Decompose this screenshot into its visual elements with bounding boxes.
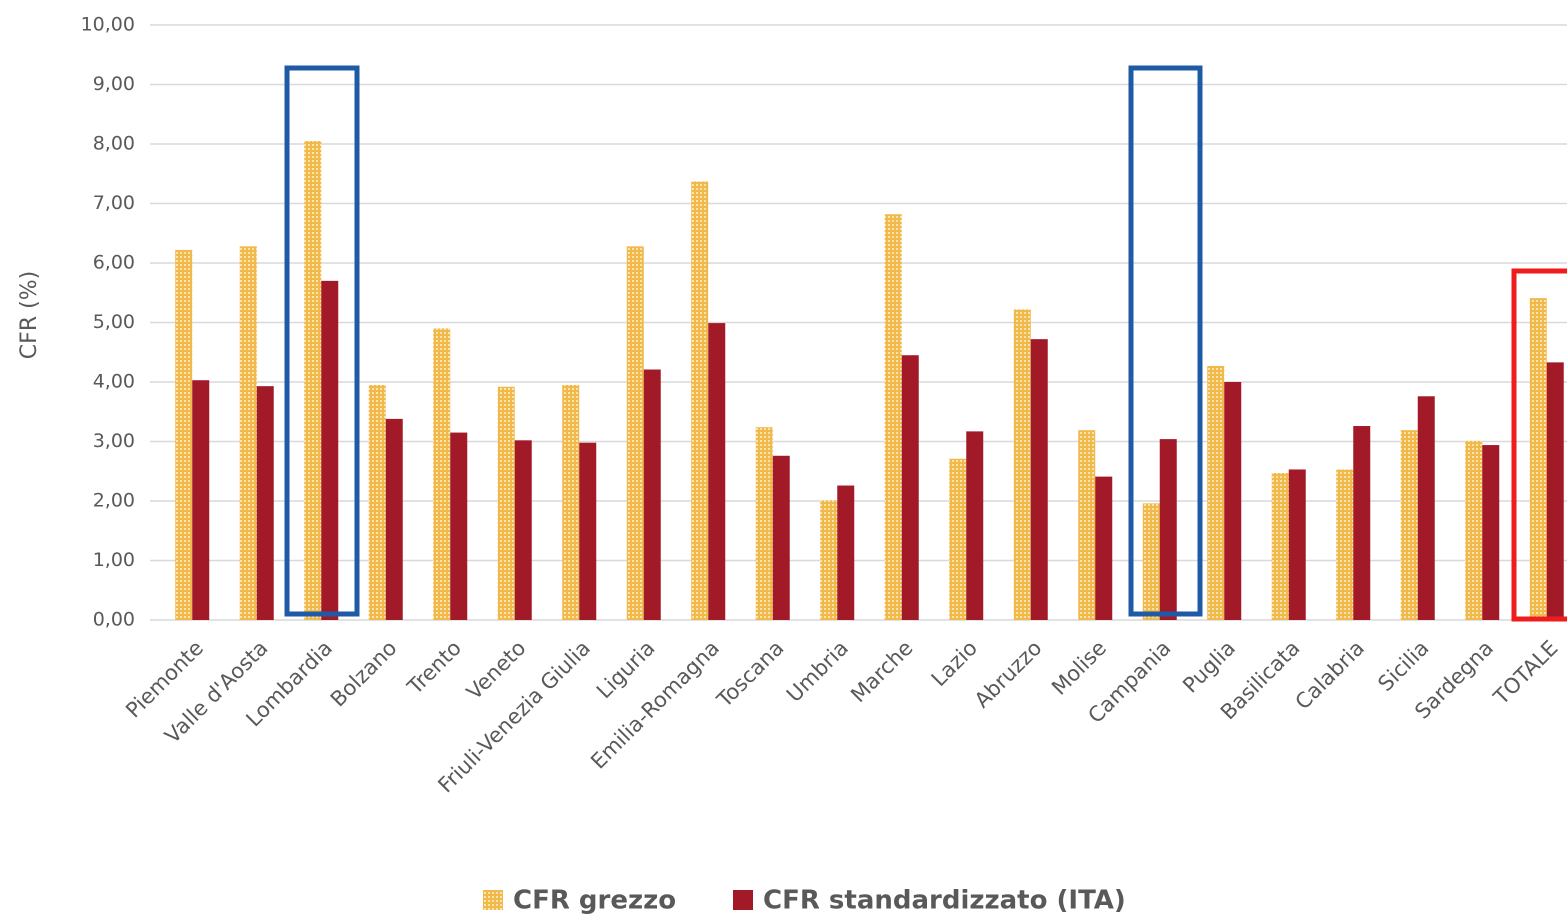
x-tick-label: Toscana (712, 636, 789, 713)
plot: 0,00 1,00 2,00 3,00 4,00 5,00 6,00 7,00 8,00 9,00… (81, 14, 1567, 797)
y-tick-label: 7,00 (93, 192, 135, 214)
bar (385, 418, 403, 620)
y-tick-label: 8,00 (93, 133, 135, 155)
bar (1417, 396, 1435, 620)
y-tick-label: 6,00 (93, 252, 135, 274)
y-tick-label: 3,00 (93, 430, 135, 452)
x-tick-label: Calabria (1291, 636, 1369, 714)
bar (1400, 430, 1418, 620)
y-tick-label: 5,00 (93, 311, 135, 333)
bar (949, 458, 967, 620)
bar (643, 369, 661, 620)
bar (966, 431, 984, 620)
bar (708, 323, 726, 620)
bar (256, 386, 274, 620)
bar (901, 355, 919, 620)
bar (1207, 365, 1225, 620)
x-tick-label: Lazio (927, 636, 982, 691)
bar (562, 384, 580, 620)
bar (837, 485, 855, 620)
bar (1095, 476, 1113, 620)
bar (755, 427, 773, 620)
bar (450, 432, 468, 620)
bar (497, 386, 515, 620)
legend-label: CFR grezzo (513, 886, 676, 916)
bar (514, 440, 532, 620)
legend-swatch (733, 890, 753, 910)
bar (1271, 473, 1289, 620)
bar (1078, 430, 1096, 620)
y-tick-label: 2,00 (93, 490, 135, 512)
bar (1353, 426, 1371, 620)
x-tick-label: TOTALE (1488, 636, 1562, 710)
bar (579, 442, 597, 620)
x-tick-label: Puglia (1178, 636, 1240, 698)
x-tick-label: Marche (846, 636, 917, 707)
x-tick-label: Sicilia (1373, 636, 1433, 696)
highlight-box (284, 65, 360, 617)
legend-swatch (483, 890, 503, 910)
bar (1159, 439, 1177, 620)
bar (1482, 445, 1500, 620)
x-tick-label: Trento (402, 636, 466, 700)
bar (1288, 469, 1306, 620)
bar (1465, 440, 1483, 620)
x-tick-label: Abruzzo (970, 636, 1047, 713)
bar (175, 249, 193, 620)
bar (239, 246, 257, 620)
bar (1546, 362, 1564, 620)
bar (820, 500, 838, 620)
bar (1030, 339, 1048, 620)
bar (368, 384, 386, 620)
bar (192, 380, 210, 620)
y-tick-label: 4,00 (93, 371, 135, 393)
highlight-box (1511, 268, 1567, 622)
y-tick-label: 0,00 (93, 609, 135, 631)
bar (1013, 309, 1031, 620)
bar (433, 328, 451, 620)
x-tick-label: Bolzano (326, 636, 402, 712)
bar (321, 280, 339, 620)
legend-label: CFR standardizzato (ITA) (763, 886, 1126, 916)
bar (884, 214, 902, 620)
y-axis-title: CFR (%) (17, 271, 42, 359)
highlight-box (1128, 65, 1203, 617)
bar (304, 141, 322, 620)
y-tick-label: 9,00 (93, 73, 135, 95)
bar (691, 181, 709, 621)
bar (1529, 298, 1547, 620)
bar (626, 246, 644, 620)
bar (1224, 382, 1242, 620)
bar (1142, 503, 1160, 620)
bar (772, 455, 790, 620)
y-tick-label: 10,00 (81, 14, 135, 36)
x-tick-label: Umbria (782, 636, 853, 707)
y-tick-label: 1,00 (93, 549, 135, 571)
x-tick-label: Molise (1047, 636, 1111, 700)
bar (1336, 469, 1354, 620)
